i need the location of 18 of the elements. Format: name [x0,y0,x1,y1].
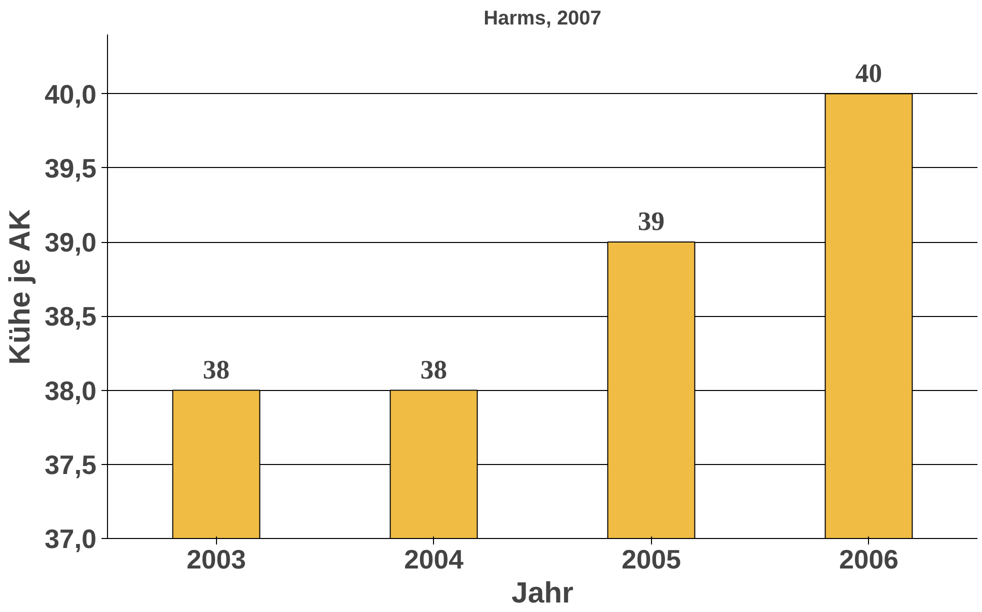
chart-title: Harms, 2007 [484,8,602,30]
y-tick-label: 38,0 [44,376,97,406]
y-tick-label: 39,5 [44,153,97,184]
x-axis-title: Jahr [512,576,574,610]
x-tick-label: 2006 [839,544,898,574]
x-tick-label: 2003 [186,544,246,574]
y-tick-label: 40,0 [44,79,97,110]
x-tick-label: 2005 [622,544,682,574]
data-label: 39 [638,206,665,236]
y-tick-label: 37,0 [44,524,97,554]
y-tick-label: 37,5 [44,450,97,480]
data-label: 38 [420,354,448,384]
y-axis-title: Kühe je AK [4,209,37,365]
y-tick-label: 38,5 [44,302,97,332]
x-tick-label: 2004 [404,544,464,574]
data-label: 40 [855,58,882,88]
data-label: 38 [202,354,230,384]
y-tick-label: 39,0 [44,228,97,258]
